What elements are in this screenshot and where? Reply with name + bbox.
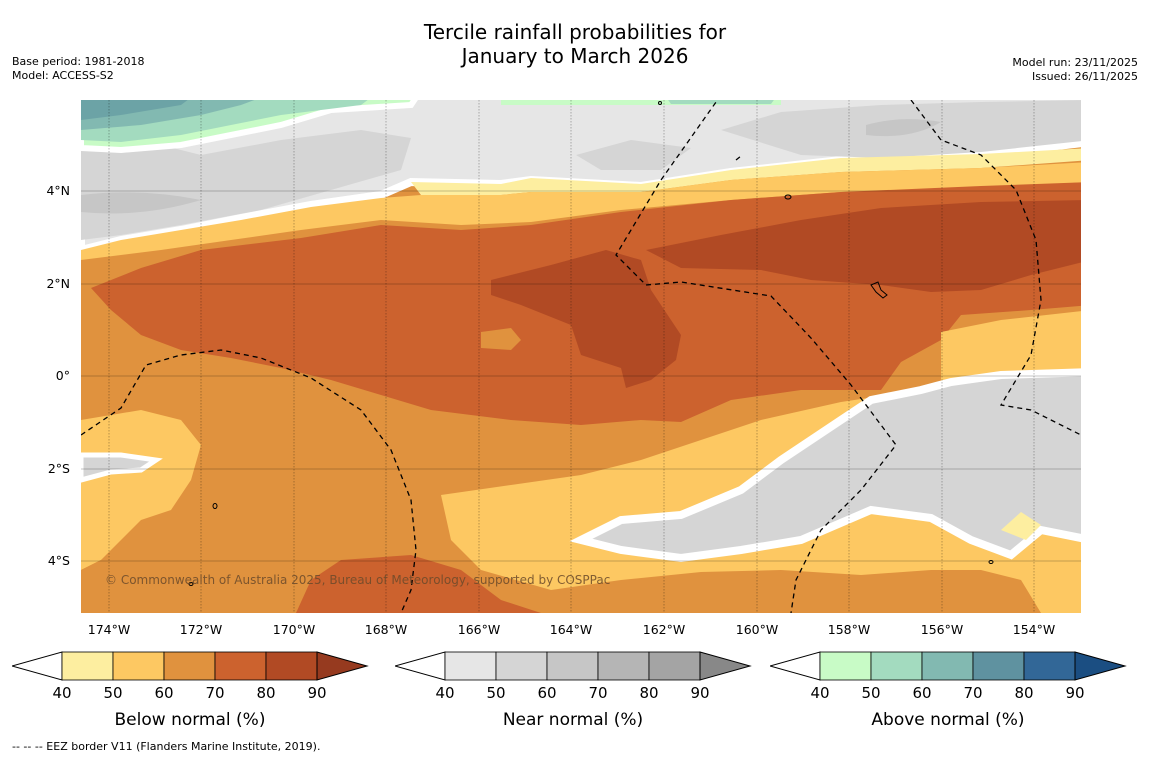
region-near-50-ne2 — [576, 140, 691, 170]
islands — [188, 101, 994, 586]
region-below-60-blob — [481, 328, 521, 350]
copyright-text: © Commonwealth of Australia 2025, Bureau… — [105, 573, 610, 587]
colorbar-below-segment — [61, 651, 114, 681]
map-title-line2: January to March 2026 — [461, 44, 689, 68]
cb-near-tick: 40 — [435, 684, 455, 702]
colorbar-above-segment — [819, 651, 872, 681]
cb-below-tick: 50 — [103, 684, 123, 702]
region-near-60-north — [81, 192, 201, 214]
base-info: Base period: 1981-2018 Model: ACCESS-S2 — [12, 55, 144, 83]
run-info: Model run: 23/11/2025 Issued: 26/11/2025 — [1012, 56, 1138, 84]
colorbar-above-under — [770, 651, 821, 681]
colorbar-near — [395, 651, 752, 681]
issued-date: Issued: 26/11/2025 — [1031, 70, 1138, 83]
region-below-80-east — [646, 200, 1081, 292]
colorbar-below-over — [316, 651, 369, 681]
lon-label-160w: 160°W — [735, 622, 779, 637]
lon-label-166w: 166°W — [457, 622, 501, 637]
base-period: Base period: 1981-2018 — [12, 55, 145, 68]
map-title-line1: Tercile rainfall probabilities for — [423, 20, 727, 44]
colorbar-above-segment — [972, 651, 1025, 681]
colorbar-above-segment — [921, 651, 974, 681]
cb-near-tick: 80 — [639, 684, 659, 702]
region-above-70 — [81, 100, 188, 120]
colorbar-below-under — [12, 651, 63, 681]
region-below-80-mid — [491, 250, 681, 388]
eez-borders — [81, 100, 1081, 613]
colorbar-near-segment — [597, 651, 650, 681]
cb-near-tick: 70 — [588, 684, 608, 702]
cb-below-tick: 40 — [52, 684, 72, 702]
colorbar-below-segment — [163, 651, 216, 681]
colorbar-above — [770, 651, 1127, 681]
cb-near-tick: 50 — [486, 684, 506, 702]
region-below-40-se — [1001, 512, 1041, 540]
region-near-50-north — [81, 130, 411, 240]
colorbar-below-title: Below normal (%) — [114, 710, 266, 730]
region-above-50-north-mid — [668, 100, 774, 104]
colorbar-above-segment — [870, 651, 923, 681]
colorbar-below — [12, 651, 369, 681]
cb-above-tick: 60 — [912, 684, 932, 702]
colorbar-below-segment — [112, 651, 165, 681]
lon-label-158w: 158°W — [827, 622, 871, 637]
colorbar-near-under — [395, 651, 446, 681]
lat-label-2n: 2°N — [46, 276, 70, 291]
lon-label-164w: 164°W — [549, 622, 593, 637]
colorbar-above-over — [1074, 651, 1127, 681]
region-below-70-south — [296, 555, 541, 613]
lat-label-4s: 4°S — [47, 553, 70, 568]
cb-above-tick: 90 — [1065, 684, 1085, 702]
lon-label-170w: 170°W — [272, 622, 316, 637]
lat-label-4n: 4°N — [46, 183, 70, 198]
region-near-40-west — [81, 452, 163, 483]
colorbar-near-segment — [495, 651, 548, 681]
colorbar-below-segment — [265, 651, 318, 681]
colorbar-near-segment — [444, 651, 497, 681]
colorbar-above-title: Above normal (%) — [871, 710, 1025, 730]
region-below-60-sw — [81, 540, 181, 613]
lat-label-2s: 2°S — [47, 461, 70, 476]
lon-label-162w: 162°W — [642, 622, 686, 637]
cb-near-tick: 60 — [537, 684, 557, 702]
region-below-50-south — [81, 410, 201, 570]
region-below-50-north — [81, 162, 1081, 260]
cb-above-tick: 50 — [861, 684, 881, 702]
cb-above-tick: 80 — [1014, 684, 1034, 702]
cb-near-tick: 90 — [690, 684, 710, 702]
region-below-40-north — [411, 148, 1081, 195]
model-name: Model: ACCESS-S2 — [12, 69, 114, 82]
latitude-lines — [81, 190, 1081, 562]
colorbar-above-segment — [1023, 651, 1076, 681]
lon-label-174w: 174°W — [87, 622, 131, 637]
map-title: Tercile rainfall probabilities for Janua… — [0, 20, 1150, 68]
eez-footnote: -- -- -- EEZ border V11 (Flanders Marine… — [12, 740, 321, 753]
cb-below-tick: 80 — [256, 684, 276, 702]
region-near-60-ne — [866, 119, 941, 137]
colorbar-near-segment — [546, 651, 599, 681]
colorbar-below-segment — [214, 651, 267, 681]
lon-label-154w: 154°W — [1012, 622, 1056, 637]
graticule — [108, 100, 1035, 613]
lon-label-156w: 156°W — [920, 622, 964, 637]
model-run: Model run: 23/11/2025 — [1012, 56, 1138, 69]
colorbar-near-segment — [648, 651, 701, 681]
colorbar-near-over — [699, 651, 752, 681]
cb-below-tick: 60 — [154, 684, 174, 702]
colorbar-near-title: Near normal (%) — [502, 710, 644, 730]
cb-below-tick: 90 — [307, 684, 327, 702]
cb-below-tick: 70 — [205, 684, 225, 702]
rainfall-map: © Commonwealth of Australia 2025, Bureau… — [81, 100, 1081, 613]
region-near-40-se — [569, 368, 1081, 563]
cb-above-tick: 40 — [810, 684, 830, 702]
cb-above-tick: 70 — [963, 684, 983, 702]
lon-label-168w: 168°W — [364, 622, 408, 637]
lat-label-0: 0° — [55, 368, 70, 383]
lon-label-172w: 172°W — [179, 622, 223, 637]
